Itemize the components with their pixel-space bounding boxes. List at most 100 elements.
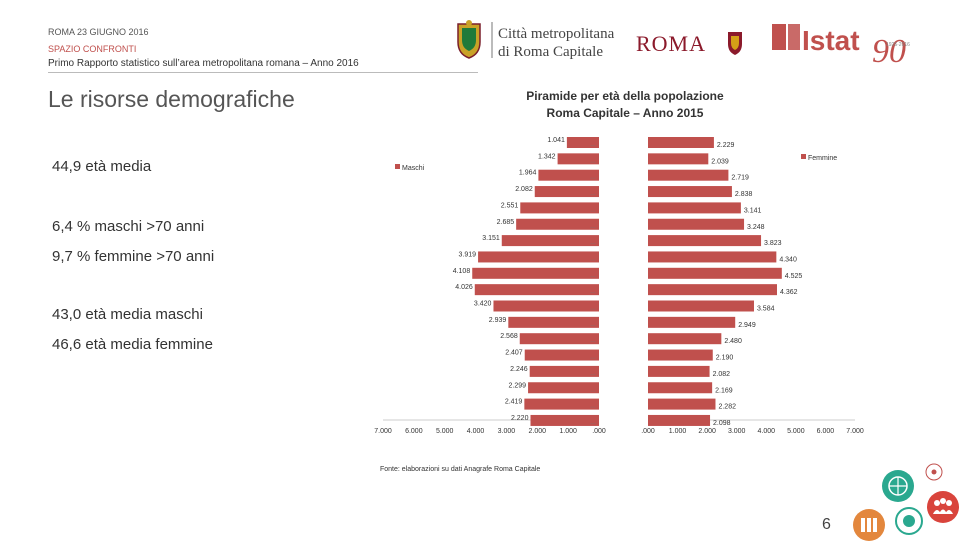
category-label: … (590, 404, 596, 410)
data-label-femmine: 2.282 (718, 404, 736, 411)
category-label: … (590, 273, 596, 279)
bar-femmine (648, 267, 782, 279)
bar-femmine (648, 365, 710, 377)
bar-maschi (520, 202, 599, 214)
bar-femmine (648, 414, 711, 426)
data-label-femmine: 4.525 (785, 273, 803, 280)
bar-femmine (648, 202, 741, 214)
bar-maschi (493, 300, 599, 312)
bar-femmine (648, 398, 716, 410)
category-label: … (590, 224, 596, 230)
left-axis-tick: 2.000 (529, 428, 547, 435)
data-label-maschi: 2.407 (505, 350, 523, 357)
page-number: 6 (822, 516, 831, 533)
category-label: … (590, 240, 596, 246)
bar-maschi (474, 284, 599, 296)
right-axis-tick: 6.000 (817, 428, 835, 435)
network-icon (925, 463, 943, 481)
istat-logo: Istat 90 1926·2016 (772, 24, 910, 68)
bar-maschi (478, 251, 599, 263)
left-axis-tick: 5.000 (436, 428, 454, 435)
category-label: … (590, 322, 596, 328)
bar-femmine (648, 300, 754, 312)
bar-maschi (528, 382, 599, 394)
globe-icon (882, 470, 914, 502)
right-axis-tick: .000 (641, 428, 655, 435)
section-title: Le risorse demografiche (48, 86, 295, 112)
category-label: … (590, 371, 596, 377)
people-icon (927, 491, 959, 523)
legend-swatch-maschi (395, 164, 400, 169)
left-axis-tick: 1.000 (559, 428, 577, 435)
data-label-femmine: 4.362 (780, 289, 798, 296)
roma-text: ROMA (636, 31, 706, 56)
category-label: … (590, 306, 596, 312)
category-label: … (590, 387, 596, 393)
data-label-femmine: 3.823 (764, 240, 782, 247)
left-axis-tick: 4.000 (467, 428, 485, 435)
chart-title-line1: Piramide per età della popolazione (526, 89, 724, 103)
data-label-femmine: 2.039 (711, 158, 729, 165)
data-label-femmine: 2.229 (717, 142, 735, 149)
bar-femmine (648, 218, 745, 230)
right-axis-tick: 1.000 (669, 428, 687, 435)
bar-femmine (648, 284, 777, 296)
legend-label-femmine: Femmine (808, 155, 837, 162)
data-label-femmine: 3.141 (744, 207, 762, 214)
data-label-maschi: 3.919 (459, 251, 477, 258)
bar-maschi (524, 398, 599, 410)
bar-femmine (648, 186, 732, 198)
bar-maschi (508, 316, 599, 328)
data-label-maschi: 2.299 (509, 382, 527, 389)
stat-eta-media: 44,9 età media (52, 158, 152, 175)
data-label-maschi: 3.420 (474, 301, 492, 308)
category-label: … (590, 191, 596, 197)
right-axis-tick: 7.000 (846, 428, 864, 435)
citta-line2: di Roma Capitale (498, 44, 603, 60)
bar-maschi (524, 349, 599, 361)
data-label-maschi: 2.939 (489, 317, 507, 324)
bar-maschi (530, 414, 599, 426)
data-label-maschi: 1.342 (538, 153, 556, 160)
right-axis-tick: 3.000 (728, 428, 746, 435)
header-subtitle: Primo Rapporto statistico sull’area metr… (48, 58, 359, 69)
bar-femmine (648, 333, 722, 345)
bar-maschi (529, 365, 599, 377)
bar-maschi (557, 153, 599, 165)
legend-swatch-femmine (801, 154, 806, 159)
data-label-femmine: 2.098 (713, 420, 731, 427)
left-axis-tick: .000 (592, 428, 606, 435)
category-label: … (590, 207, 596, 213)
right-axis-tick: 2.000 (698, 428, 716, 435)
bar-femmine (648, 251, 777, 263)
books-icon (853, 509, 885, 541)
data-label-femmine: 4.340 (779, 256, 797, 263)
category-label: … (590, 289, 596, 295)
data-label-femmine: 3.248 (747, 224, 765, 231)
target-icon (895, 507, 923, 535)
header-date: ROMA 23 GIUGNO 2016 (48, 27, 149, 37)
data-label-femmine: 2.169 (715, 387, 733, 394)
bar-femmine (648, 316, 736, 328)
stat-eta-media-maschi: 43,0 età media maschi (52, 306, 203, 323)
bar-maschi (472, 267, 599, 279)
left-axis-tick: 7.000 (374, 428, 392, 435)
data-label-maschi: 2.568 (500, 333, 518, 340)
istat-90: 90 (872, 33, 906, 68)
category-label: … (590, 338, 596, 344)
data-label-maschi: 2.220 (511, 415, 529, 422)
category-label: … (590, 175, 596, 181)
stat-femmine-70: 9,7 % femmine >70 anni (52, 248, 215, 265)
data-label-femmine: 2.719 (731, 175, 749, 182)
header-section: SPAZIO CONFRONTI (48, 44, 137, 54)
bar-maschi (516, 218, 599, 230)
bar-femmine (648, 349, 713, 361)
chart-title-line2: Roma Capitale – Anno 2015 (546, 106, 704, 120)
data-label-maschi: 1.964 (519, 170, 537, 177)
istat-years: 1926·2016 (886, 42, 910, 48)
citta-line1: Città metropolitana (498, 26, 615, 42)
category-label: … (590, 420, 596, 426)
bar-femmine (648, 153, 709, 165)
data-label-maschi: 2.246 (510, 366, 528, 373)
